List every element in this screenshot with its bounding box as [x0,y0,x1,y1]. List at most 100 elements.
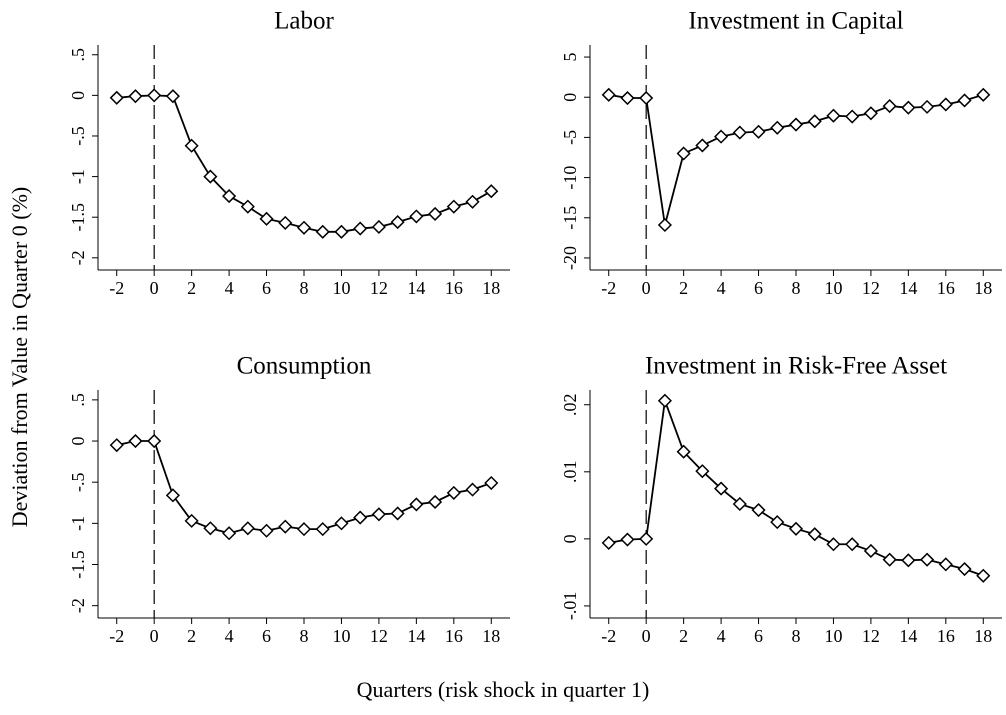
point-marker [240,521,255,536]
point-marker [446,485,461,500]
point-marker [203,521,218,536]
y-tick-label: -1.5 [68,203,88,232]
panel-title: Investment in Risk-Free Asset [645,353,947,380]
point-marker [390,215,405,230]
x-tick-label: 12 [862,278,880,298]
x-tick-label: 16 [937,626,955,646]
y-tick-label: -10 [560,166,580,190]
point-marker [409,209,424,224]
panel: Consumption .5 0 -.5 -1 -1.5 -2 -2 0 2 4 6 8 10 12 14 16… [68,353,510,646]
point-marker [882,552,897,567]
point-marker [920,99,935,114]
y-tick-label: -1.5 [68,550,88,579]
point-marker [353,221,368,236]
x-tick-label: 4 [717,278,726,298]
panel-title: Consumption [237,353,372,380]
x-tick-label: 6 [754,626,763,646]
point-marker [807,114,822,129]
point-marker [938,97,953,112]
point-marker [278,215,293,230]
point-marker [296,220,312,235]
point-marker [203,169,218,184]
point-marker [334,516,349,531]
point-marker [976,87,991,102]
point-marker [770,120,785,135]
x-tick-label: 6 [262,626,271,646]
point-marker [695,138,710,153]
point-marker [901,100,916,115]
point-marker [484,184,499,199]
x-tick-label: 14 [407,278,425,298]
y-tick-label: 0 [68,91,88,100]
point-marker [788,521,804,536]
x-tick-label: 14 [899,278,917,298]
y-tick-label: -.5 [68,126,88,146]
x-tick-label: 10 [824,626,842,646]
x-tick-label: 0 [150,278,159,298]
point-marker [409,497,424,512]
point-marker [657,217,672,233]
point-marker [165,488,180,503]
x-tick-label: 18 [974,278,992,298]
point-marker [751,502,766,518]
point-marker [714,481,729,496]
x-tick-label: 4 [717,626,726,646]
point-marker [732,496,747,512]
x-tick-label: 14 [899,626,917,646]
y-tick-label: .5 [68,393,88,407]
point-marker [601,535,616,550]
y-tick-label: -.5 [68,472,88,492]
y-tick-label: -.01 [560,592,580,621]
point-marker [957,561,972,577]
point-marker [957,93,972,108]
point-marker [371,507,386,522]
x-tick-label: 16 [445,626,463,646]
point-marker [240,199,255,214]
x-tick-label: -2 [601,278,616,298]
x-tick-label: 8 [792,626,801,646]
point-marker [676,146,691,161]
y-axis-label: Deviation from Value in Quarter 0 (%) [7,187,32,527]
point-marker [428,494,443,510]
x-tick-label: 16 [937,278,955,298]
x-tick-label: 18 [482,278,500,298]
y-tick-label: .5 [68,48,88,62]
point-marker [109,438,124,453]
y-tick-label: 5 [560,53,580,62]
x-tick-label: 12 [370,278,388,298]
point-marker [770,515,785,530]
x-tick-label: 18 [482,626,500,646]
point-marker [976,568,991,583]
point-marker [826,108,841,123]
point-marker [732,125,747,140]
x-tick-label: 4 [225,278,234,298]
x-tick-label: 16 [445,278,463,298]
point-marker [845,537,860,552]
point-marker [222,189,237,204]
point-marker [863,543,878,559]
point-marker [184,138,199,153]
point-marker [446,199,461,214]
x-tick-label: 2 [679,626,688,646]
point-marker [165,89,180,104]
point-marker [222,526,237,541]
x-tick-label: 4 [225,626,234,646]
point-marker [863,106,878,121]
y-tick-label: .01 [560,461,580,484]
x-tick-label: 8 [792,278,801,298]
x-tick-label: 14 [407,626,425,646]
point-marker [639,531,654,546]
point-marker [334,224,349,239]
panel: Labor .5 0 -.5 -1 -1.5 -2 -2 0 2 4 6 8 10 12 14 16 18 [68,8,510,298]
x-tick-label: -2 [601,626,616,646]
point-marker [620,532,635,547]
point-marker [657,393,672,408]
x-tick-label: 18 [974,626,992,646]
point-marker [938,557,953,572]
point-marker [147,88,162,103]
point-marker [128,89,143,104]
x-tick-label: 0 [150,626,159,646]
point-marker [714,129,729,144]
y-tick-label: 0 [560,93,580,102]
y-tick-label: -5 [560,130,580,145]
